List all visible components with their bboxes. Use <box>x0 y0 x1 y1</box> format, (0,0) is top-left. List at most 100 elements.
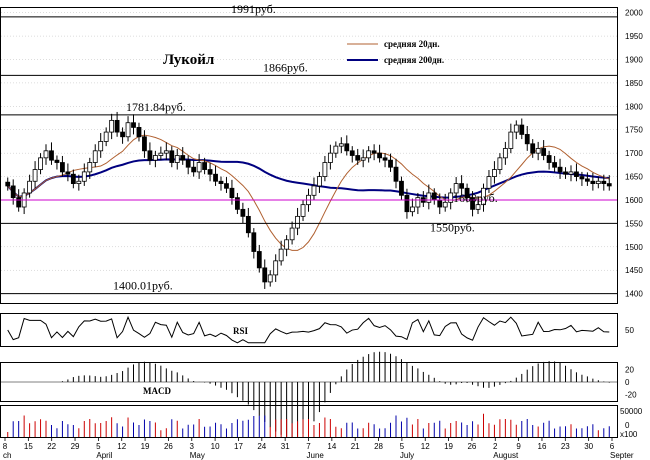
candle-body <box>262 267 268 283</box>
candle-body <box>541 148 547 156</box>
x-tick-label: 15 <box>24 442 33 451</box>
candle-body <box>136 127 142 138</box>
candle-body <box>366 150 372 159</box>
candle-body <box>103 131 109 142</box>
candle-body <box>158 152 164 156</box>
x-tick-label: 10 <box>211 442 220 451</box>
candle-body <box>453 183 459 194</box>
candle-body <box>327 152 333 163</box>
candle-body <box>508 131 514 149</box>
x-tick-label: 31 <box>281 442 290 451</box>
y-tick-label: 1450 <box>625 266 643 275</box>
candle-body <box>240 208 246 217</box>
candle-body <box>224 183 229 189</box>
candle-body <box>256 251 262 269</box>
candle-body <box>98 141 104 152</box>
y-tick-label: 1950 <box>625 32 643 41</box>
indicator-labels: RSI MACD x100 <box>143 326 638 439</box>
x-tick-label: 16 <box>538 442 547 451</box>
panel-frames <box>0 7 618 438</box>
candle-body <box>131 122 136 128</box>
candle-body <box>530 143 536 154</box>
x-tick-label: 5 <box>400 442 405 451</box>
candle-body <box>590 180 596 184</box>
candle-body <box>535 148 541 154</box>
candle-body <box>470 197 475 210</box>
levels-layer: 1991руб. 1866руб. 1781.84руб. 1600руб. 1550р… <box>1 2 617 295</box>
candle-body <box>557 166 563 173</box>
candle-body <box>344 143 350 152</box>
candle-body <box>235 197 240 210</box>
x-tick-label: 9 <box>516 442 521 451</box>
candle-body <box>273 260 279 276</box>
candle-body <box>475 204 481 210</box>
candle-body <box>32 169 38 182</box>
candle-body <box>563 171 568 175</box>
x-tick-label: 26 <box>467 442 476 451</box>
ma20-layer <box>7 134 610 251</box>
candle-body <box>360 157 366 161</box>
rsi-tick-label: 50 <box>625 326 634 335</box>
candle-body <box>393 166 399 182</box>
candle-body <box>481 187 486 206</box>
candle-body <box>459 183 465 189</box>
candle-body <box>404 194 410 213</box>
x-tick-label: 26 <box>164 442 173 451</box>
level-label: 1400.01руб. <box>113 279 173 293</box>
x-tick-label: 3 <box>190 442 195 451</box>
rsi-panel-frame <box>0 313 618 347</box>
x-tick-label: 19 <box>141 442 150 451</box>
y-tick-label: 1750 <box>625 126 643 135</box>
candle-body <box>218 180 224 184</box>
x-tick-label: 12 <box>117 442 126 451</box>
candle-body <box>601 180 607 184</box>
rsi-label: RSI <box>233 326 249 336</box>
candle-body <box>180 155 186 161</box>
y-tick-label: 1700 <box>625 149 643 158</box>
volume-tick-label: 50000 <box>620 407 643 416</box>
price-panel-frame <box>0 7 618 304</box>
chart-title: Лукойл <box>163 52 215 68</box>
x-tick-label: 24 <box>257 442 266 451</box>
candle-body <box>27 180 33 194</box>
candle-body <box>213 173 218 182</box>
candle-body <box>371 150 377 154</box>
x-tick-label: 29 <box>71 442 80 451</box>
candle-body <box>202 162 207 170</box>
candle-body <box>606 183 612 187</box>
candle-body <box>142 136 147 152</box>
month-label: June <box>307 451 325 460</box>
candle-body <box>524 134 530 145</box>
y-tick-label: 1400 <box>625 290 643 299</box>
candle-body <box>5 181 11 187</box>
y-axis: 1400 1450 1500 1550 1600 1650 1700 1750 1800 1850… <box>625 9 643 299</box>
x-tick-label: 19 <box>444 442 453 451</box>
month-label: August <box>493 451 519 460</box>
candle-body <box>163 150 169 154</box>
candle-body <box>207 169 213 175</box>
candle-body <box>300 204 306 217</box>
candle-body <box>54 159 60 163</box>
x-axis: 8 15 22 29 5 12 19 26 3 10 17 24 31 7 14 21 28 5 12 19 26 2 9 1… <box>3 437 634 460</box>
x-tick-label: 28 <box>374 442 383 451</box>
level-label: 1550руб. <box>430 220 475 234</box>
candle-body <box>245 215 251 234</box>
y-tick-label: 1900 <box>625 56 643 65</box>
candle-body <box>147 150 153 161</box>
level-label: 1991руб. <box>231 2 276 16</box>
candle-body <box>76 180 82 184</box>
month-label: ch <box>3 451 11 460</box>
candle-body <box>338 143 344 147</box>
x-tick-label: 23 <box>561 442 570 451</box>
candle-body <box>49 150 54 161</box>
candle-body <box>322 162 328 177</box>
volume-tick-label: 0 <box>625 421 630 430</box>
candle-body <box>109 119 115 133</box>
macd-tick-label: 20 <box>625 365 634 374</box>
candle-body <box>584 178 590 182</box>
candle-body <box>448 192 454 203</box>
y-tick-label: 1500 <box>625 243 643 252</box>
candle-body <box>229 187 235 199</box>
macd-tick-label: 0 <box>625 378 630 387</box>
candle-body <box>579 176 585 180</box>
